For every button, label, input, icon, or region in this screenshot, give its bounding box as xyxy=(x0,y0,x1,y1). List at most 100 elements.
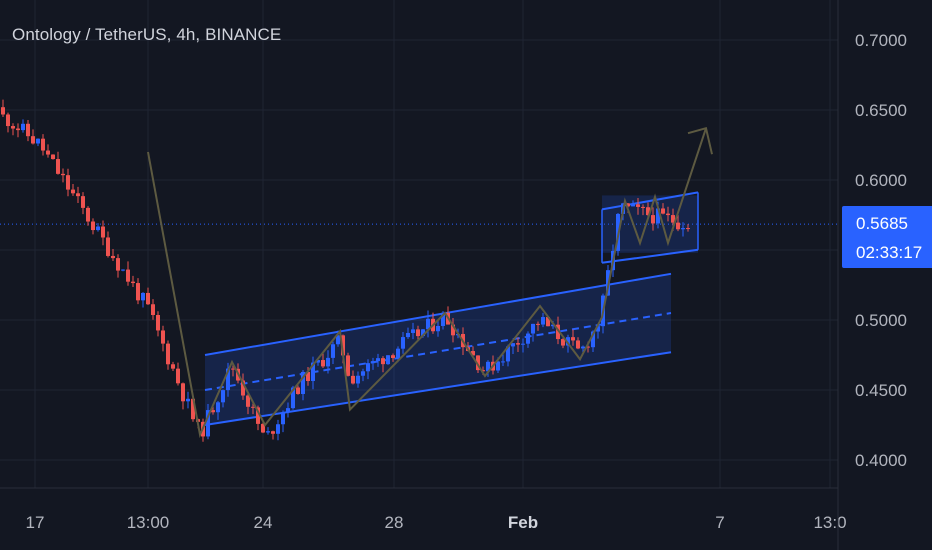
candle xyxy=(136,278,140,305)
candle xyxy=(181,382,185,410)
x-tick-label: 17 xyxy=(26,513,45,532)
candle-body xyxy=(211,410,215,413)
candle xyxy=(176,362,180,386)
candle xyxy=(376,353,380,367)
candle-body xyxy=(516,343,520,345)
candle-body xyxy=(646,207,650,216)
candle xyxy=(216,401,220,420)
candle-body xyxy=(16,128,20,131)
candle xyxy=(501,354,505,366)
candle-body xyxy=(226,368,230,391)
x-tick-label: 24 xyxy=(254,513,273,532)
candle-body xyxy=(571,337,575,341)
candle xyxy=(631,200,635,207)
candle xyxy=(51,154,55,160)
candle-body xyxy=(396,348,400,358)
candle xyxy=(371,357,375,370)
x-tick-label: 28 xyxy=(385,513,404,532)
candle-body xyxy=(101,226,105,238)
candle-body xyxy=(471,351,475,356)
candle xyxy=(96,223,100,232)
candle-body xyxy=(261,423,265,433)
candle-body xyxy=(681,228,685,230)
candle xyxy=(71,183,75,196)
candle-body xyxy=(116,258,120,271)
candle-body xyxy=(566,337,570,346)
candle-body xyxy=(401,337,405,349)
candle-body xyxy=(336,335,340,345)
y-tick-label: 0.4000 xyxy=(855,451,907,470)
candle xyxy=(531,323,535,342)
candle-body xyxy=(326,357,330,367)
candle xyxy=(576,337,580,350)
candle-body xyxy=(686,228,690,230)
candle-body xyxy=(186,398,190,402)
chart-title: Ontology / TetherUS, 4h, BINANCE xyxy=(12,25,282,44)
candle-body xyxy=(131,281,135,284)
candle xyxy=(16,123,20,138)
candle xyxy=(366,359,370,380)
candle xyxy=(526,331,530,348)
candle xyxy=(411,322,415,340)
candle xyxy=(321,351,325,369)
candle xyxy=(331,341,335,365)
axes: 0.70000.65000.60000.55000.50000.45000.40… xyxy=(0,0,907,550)
candle-body xyxy=(286,408,290,413)
candle-body xyxy=(11,126,15,129)
candle-body xyxy=(451,324,455,336)
candle-body xyxy=(631,204,635,207)
candle-body xyxy=(46,150,50,155)
last-price-tag: 0.5685 02:33:17 xyxy=(842,206,932,268)
candle-body xyxy=(241,380,245,396)
candle xyxy=(486,360,490,377)
candle xyxy=(81,192,85,215)
candle xyxy=(426,310,430,338)
candle-body xyxy=(141,292,145,301)
candle-body xyxy=(506,346,510,362)
candle-body xyxy=(361,371,365,376)
candle-body xyxy=(426,318,430,330)
candle-body xyxy=(556,324,560,340)
candle xyxy=(301,369,305,401)
candle-body xyxy=(251,406,255,408)
candle-body xyxy=(436,325,440,332)
candle-body xyxy=(71,189,75,194)
candle xyxy=(116,254,120,278)
candle-body xyxy=(521,343,525,345)
candle-body xyxy=(66,175,70,190)
candle-body xyxy=(181,383,185,402)
candle-body xyxy=(656,208,660,224)
candle xyxy=(231,365,235,377)
candle xyxy=(651,207,655,231)
candle-body xyxy=(256,407,260,424)
candle-body xyxy=(581,346,585,349)
candle-body xyxy=(591,331,595,348)
candle xyxy=(206,404,210,440)
candle xyxy=(141,292,145,308)
candle xyxy=(121,269,125,272)
candle-body xyxy=(356,375,360,384)
candle xyxy=(561,338,565,349)
candle xyxy=(666,206,670,222)
candle xyxy=(506,344,510,367)
candle-body xyxy=(41,138,45,151)
candle xyxy=(361,368,365,382)
candle xyxy=(76,186,80,204)
candle xyxy=(326,350,330,374)
candle-body xyxy=(351,375,355,384)
candle-body xyxy=(81,196,85,208)
grid-lines xyxy=(0,0,838,488)
candle-body xyxy=(56,159,60,174)
candle xyxy=(101,220,105,246)
x-tick-label: 13:00 xyxy=(127,513,170,532)
candle-body xyxy=(291,387,295,409)
candle-body xyxy=(586,346,590,348)
candle-body xyxy=(296,387,300,394)
candle xyxy=(226,362,230,397)
candle-body xyxy=(546,317,550,327)
candle-body xyxy=(86,207,90,222)
candle-body xyxy=(651,215,655,224)
candle-body xyxy=(441,312,445,326)
